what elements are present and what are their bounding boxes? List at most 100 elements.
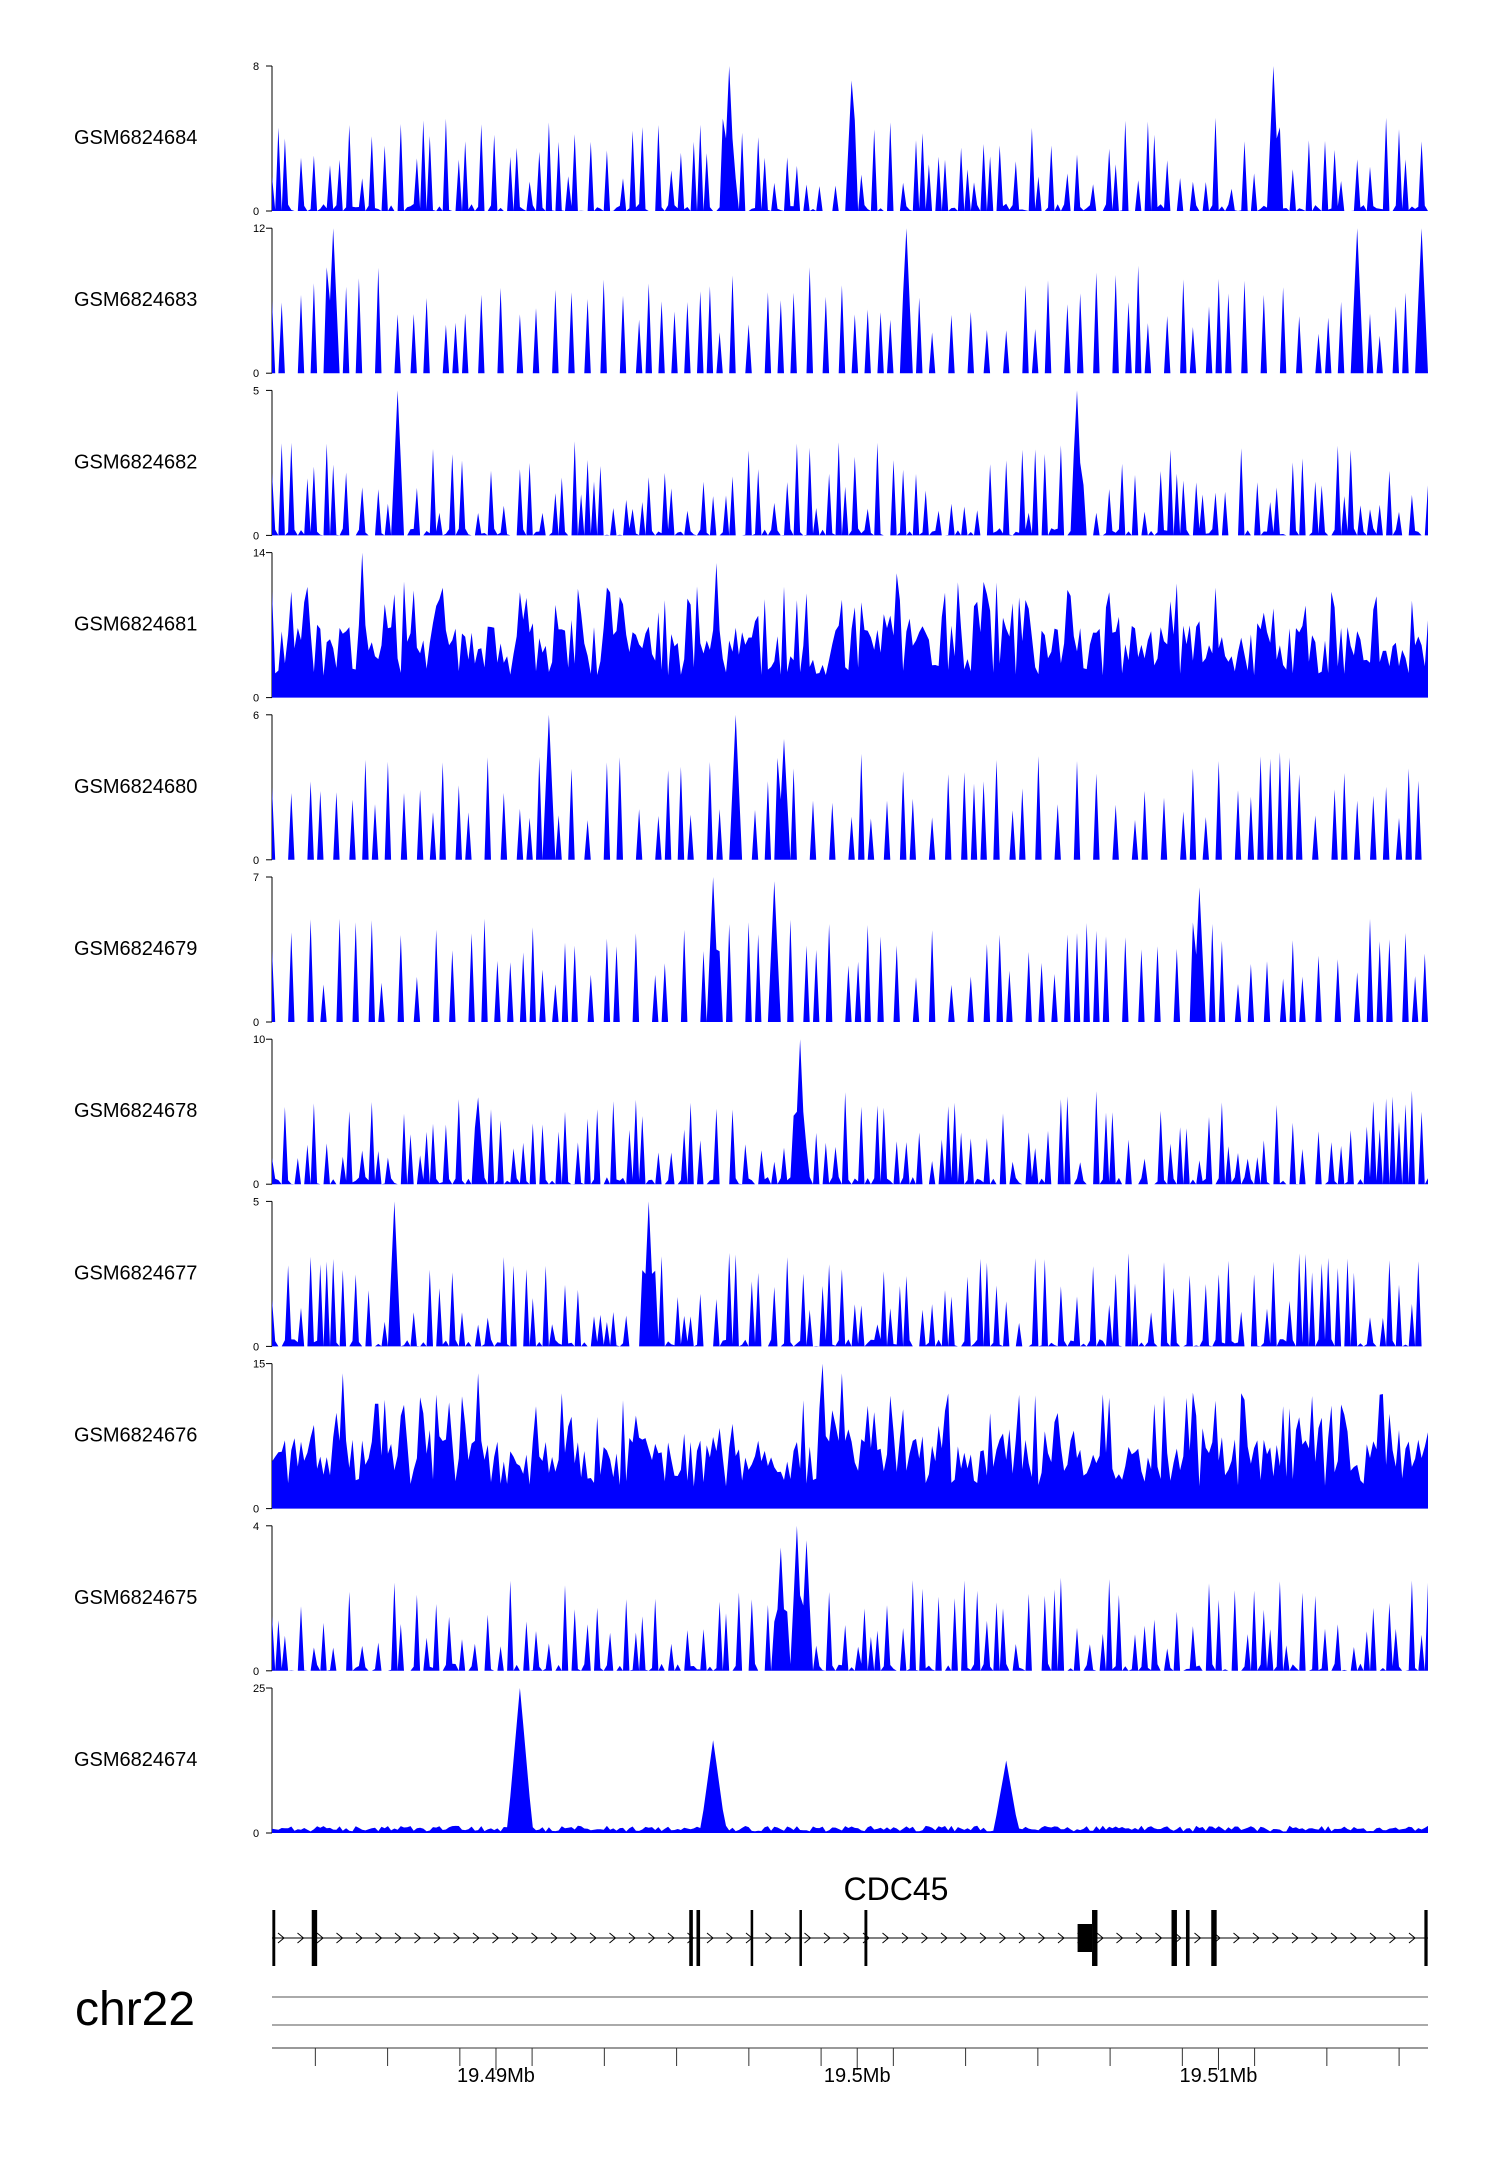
track-label: GSM6824680	[74, 776, 197, 798]
strand-arrow	[394, 1932, 402, 1944]
strand-arrow	[1116, 1932, 1124, 1944]
y-max-label: 10	[253, 1034, 265, 1046]
coverage-area	[272, 1039, 1428, 1185]
strand-arrow	[1311, 1932, 1319, 1944]
genome-axis: 19.49Mb 19.5Mb 19.51Mb	[272, 1996, 1428, 2087]
strand-arrow	[1174, 1932, 1182, 1944]
strand-arrow	[804, 1932, 812, 1944]
track-label: GSM6824684	[74, 127, 197, 149]
strand-arrow	[999, 1932, 1007, 1944]
strand-arrow	[901, 1932, 909, 1944]
exon	[1092, 1910, 1098, 1966]
strand-arrow	[628, 1932, 636, 1944]
x-tick-label: 19.51Mb	[1180, 2065, 1258, 2087]
coverage-track: GSM6824680 6 0	[74, 710, 1428, 867]
strand-arrow	[1291, 1932, 1299, 1944]
coverage-track: GSM6824682 5 0	[74, 385, 1428, 542]
coverage-track: GSM6824676 15 0	[74, 1359, 1428, 1516]
strand-arrow	[1330, 1932, 1338, 1944]
x-tick-label: 19.49Mb	[457, 2065, 535, 2087]
strand-arrow	[277, 1932, 285, 1944]
coverage-area	[272, 877, 1428, 1022]
exon	[1171, 1910, 1177, 1966]
y-min-label: 0	[253, 1666, 259, 1678]
strand-arrow	[784, 1932, 792, 1944]
gene-annotation-track: CDC45	[272, 1871, 1428, 1966]
exon	[799, 1910, 802, 1966]
exon	[1424, 1910, 1428, 1966]
strand-arrow	[589, 1932, 597, 1944]
strand-arrow	[336, 1932, 344, 1944]
y-min-label: 0	[253, 530, 259, 542]
y-min-label: 0	[253, 368, 259, 380]
exon	[696, 1910, 701, 1966]
y-min-label: 0	[253, 693, 259, 705]
track-label: GSM6824678	[74, 1100, 197, 1122]
coverage-area	[272, 714, 1428, 860]
y-min-label: 0	[253, 1341, 259, 1353]
coverage-area	[272, 1201, 1428, 1347]
strand-arrow	[648, 1932, 656, 1944]
strand-arrow	[511, 1932, 519, 1944]
x-tick-label: 19.5Mb	[824, 2065, 891, 2087]
strand-arrow	[823, 1932, 831, 1944]
strand-arrow	[375, 1932, 383, 1944]
strand-arrow	[1057, 1932, 1065, 1944]
coverage-area	[272, 66, 1428, 211]
coverage-track: GSM6824674 25 0	[74, 1683, 1428, 1840]
exon	[689, 1910, 693, 1966]
exon	[1077, 1924, 1093, 1952]
strand-arrow	[1369, 1932, 1377, 1944]
y-max-label: 5	[253, 1196, 259, 1208]
exon	[1211, 1910, 1217, 1966]
exon	[311, 1910, 318, 1966]
y-min-label: 0	[253, 1504, 259, 1516]
track-label: GSM6824681	[74, 614, 197, 636]
y-max-label: 4	[253, 1521, 259, 1533]
strand-arrow	[609, 1932, 617, 1944]
strand-arrow	[414, 1932, 422, 1944]
strand-arrow	[940, 1932, 948, 1944]
strand-arrow	[1018, 1932, 1026, 1944]
strand-arrow	[433, 1932, 441, 1944]
y-max-label: 14	[253, 548, 265, 560]
y-min-label: 0	[253, 1828, 259, 1840]
strand-arrow	[1408, 1932, 1416, 1944]
coverage-area	[272, 1363, 1428, 1509]
coverage-track: GSM6824675 4 0	[74, 1521, 1428, 1678]
track-label: GSM6824682	[74, 451, 197, 473]
y-max-label: 6	[253, 710, 259, 722]
coverage-track: GSM6824678 10 0	[74, 1034, 1428, 1191]
coverage-area	[272, 228, 1428, 374]
strand-arrow	[921, 1932, 929, 1944]
strand-arrow	[1389, 1932, 1397, 1944]
coverage-area	[272, 390, 1428, 536]
y-max-label: 15	[253, 1359, 265, 1371]
strand-arrow	[960, 1932, 968, 1944]
coverage-area	[272, 1688, 1428, 1833]
exon	[272, 1910, 276, 1966]
strand-arrow	[570, 1932, 578, 1944]
coverage-area	[272, 1525, 1428, 1671]
strand-arrow	[667, 1932, 675, 1944]
strand-arrow	[1194, 1932, 1202, 1944]
strand-arrow	[472, 1932, 480, 1944]
y-max-label: 5	[253, 385, 259, 397]
y-max-label: 8	[253, 61, 259, 73]
coverage-track: GSM6824677 5 0	[74, 1196, 1428, 1353]
gene-name-label: CDC45	[844, 1871, 949, 1907]
track-label: GSM6824677	[74, 1262, 197, 1284]
exon	[864, 1910, 868, 1966]
strand-arrow	[979, 1932, 987, 1944]
strand-arrow	[1233, 1932, 1241, 1944]
track-label: GSM6824676	[74, 1425, 197, 1447]
coverage-tracks: GSM682468480GSM6824683120GSM682468250GSM…	[74, 61, 1428, 1840]
strand-arrow	[1155, 1932, 1163, 1944]
strand-arrow	[1135, 1932, 1143, 1944]
strand-arrow	[726, 1932, 734, 1944]
strand-arrow	[765, 1932, 773, 1944]
strand-arrow	[1096, 1932, 1104, 1944]
strand-arrow	[1038, 1932, 1046, 1944]
coverage-track: GSM6824679 7 0	[74, 872, 1428, 1029]
